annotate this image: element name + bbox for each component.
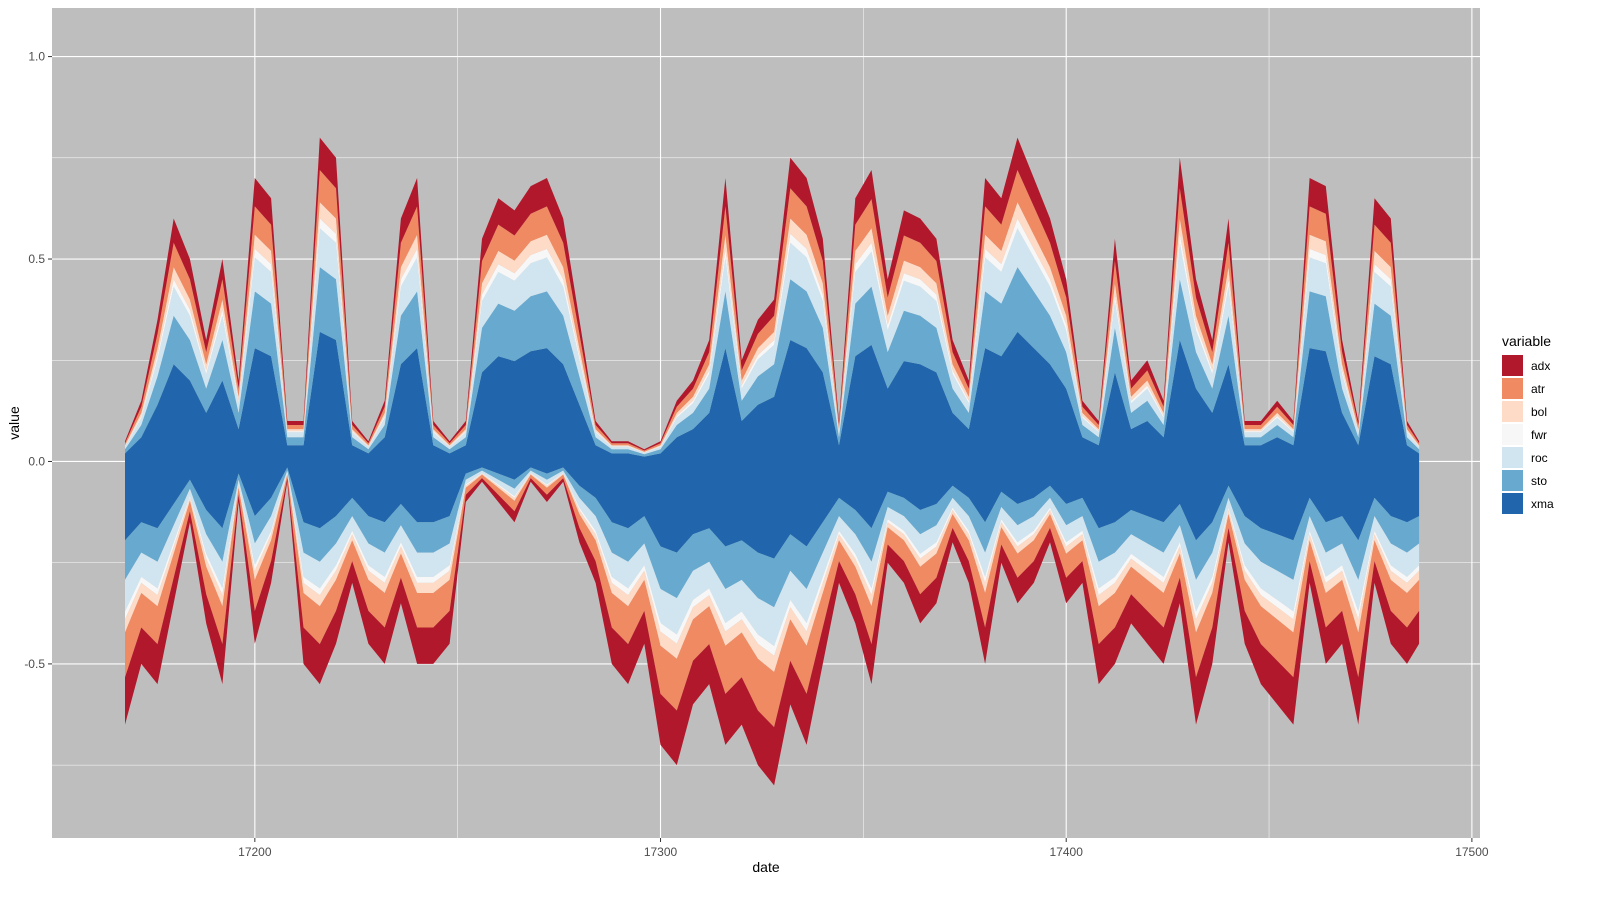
y-axis-title: value bbox=[6, 406, 22, 440]
y-tick-label: 0.5 bbox=[28, 252, 45, 266]
series-areas bbox=[125, 137, 1420, 786]
x-tick-label: 17200 bbox=[238, 845, 272, 859]
area-sto-negative bbox=[125, 467, 1420, 608]
legend-items: adx atr bol fwr roc sto xma bbox=[1502, 355, 1554, 514]
legend-swatch-roc bbox=[1502, 447, 1523, 468]
legend-label-atr: atr bbox=[1531, 382, 1545, 396]
legend: variable adx atr bol fwr roc sto xma bbox=[1502, 333, 1554, 514]
legend-label-adx: adx bbox=[1531, 359, 1550, 373]
area-atr-positive bbox=[125, 170, 1420, 452]
legend-swatch-sto bbox=[1502, 470, 1523, 491]
area-roc-negative bbox=[125, 470, 1420, 647]
x-tick-label: 17400 bbox=[1050, 845, 1084, 859]
legend-title: variable bbox=[1502, 333, 1551, 349]
x-tick-label: 17300 bbox=[644, 845, 678, 859]
area-atr-negative bbox=[125, 474, 1420, 728]
y-tick-label: 0.0 bbox=[28, 454, 45, 468]
legend-swatch-adx bbox=[1502, 355, 1523, 376]
area-bol-positive bbox=[125, 202, 1420, 453]
legend-swatch-fwr bbox=[1502, 424, 1523, 445]
legend-label-bol: bol bbox=[1531, 405, 1547, 419]
legend-swatch-atr bbox=[1502, 378, 1523, 399]
legend-label-fwr: fwr bbox=[1531, 428, 1547, 442]
legend-label-sto: sto bbox=[1531, 474, 1547, 488]
area-sto-positive bbox=[125, 267, 1420, 457]
area-adx-negative bbox=[125, 478, 1420, 786]
area-xma-negative bbox=[125, 461, 1420, 559]
y-tick-label: -0.5 bbox=[24, 657, 45, 671]
legend-label-xma: xma bbox=[1531, 497, 1554, 511]
area-roc-positive bbox=[125, 228, 1420, 455]
area-adx-positive bbox=[125, 137, 1420, 451]
x-axis-ticks: 17200 17300 17400 17500 bbox=[238, 838, 1489, 859]
x-axis-title: date bbox=[752, 859, 779, 875]
legend-label-roc: roc bbox=[1531, 451, 1548, 465]
y-tick-label: 1.0 bbox=[28, 50, 45, 64]
legend-swatch-bol bbox=[1502, 401, 1523, 422]
y-axis-ticks: -0.5 0.0 0.5 1.0 bbox=[24, 50, 52, 671]
area-xma-positive bbox=[125, 331, 1420, 462]
legend-swatch-xma bbox=[1502, 493, 1523, 514]
x-tick-label: 17500 bbox=[1455, 845, 1489, 859]
